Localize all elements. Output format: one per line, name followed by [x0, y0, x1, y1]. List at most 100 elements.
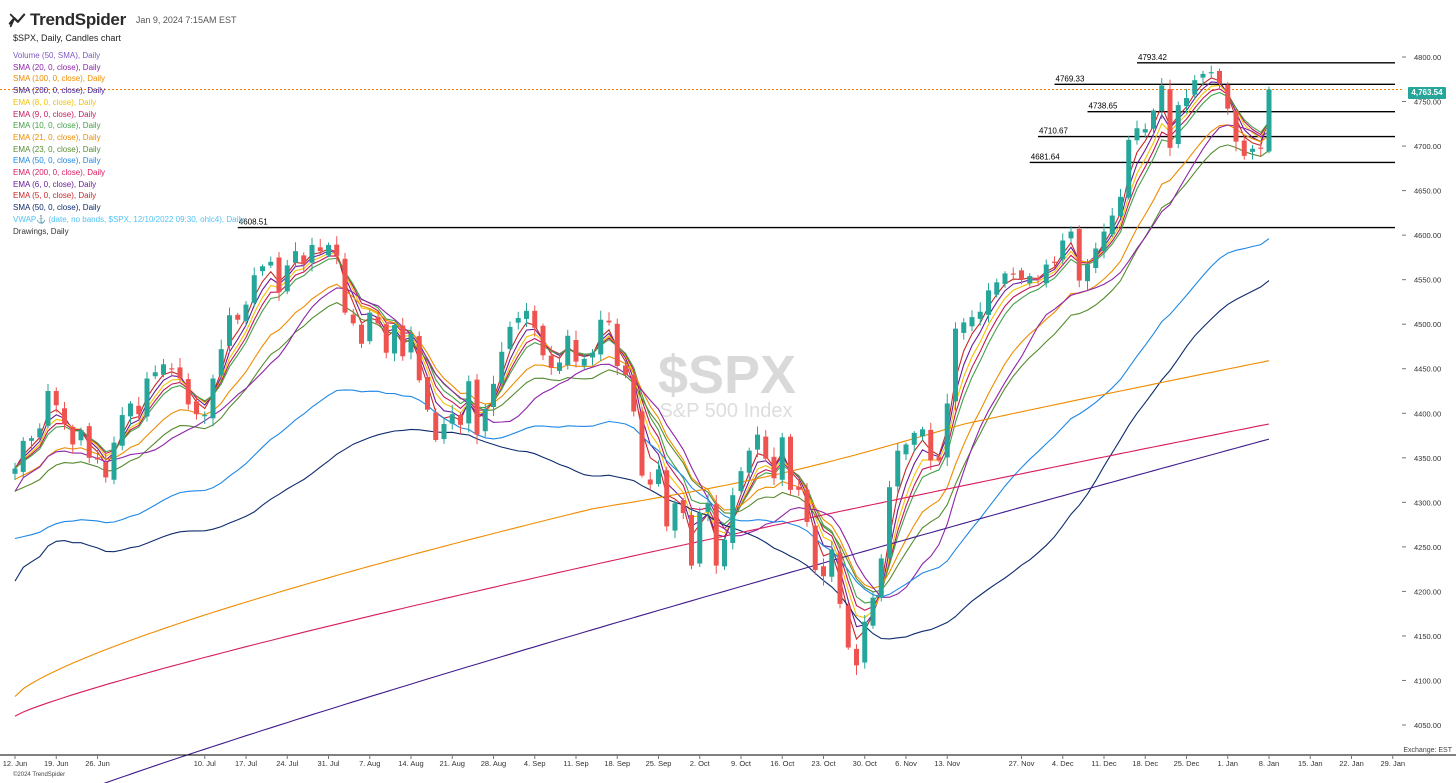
candle: [1159, 78, 1165, 119]
x-tick-label: 4. Sep: [524, 759, 546, 768]
axes: 4050.00 4100.00 4150.00 4200.00 4250.00 4300.…: [0, 53, 1456, 768]
legend-item[interactable]: EMA (23, 0, close), Daily: [13, 144, 101, 154]
ema10-line: [14, 91, 1270, 604]
candle-body: [367, 312, 373, 342]
candle-body: [821, 566, 826, 577]
candle: [1266, 86, 1272, 154]
legend-item[interactable]: EMA (9, 0, close), Daily: [13, 109, 97, 119]
legend-item[interactable]: SMA (100, 0, close), Daily: [13, 74, 106, 84]
candle-body: [400, 325, 406, 357]
candle-body: [986, 290, 991, 315]
candle: [334, 236, 340, 265]
candle-body: [408, 333, 414, 353]
legend-item[interactable]: SMA (50, 0, close), Daily: [13, 203, 101, 213]
candle: [887, 480, 892, 562]
candle-body: [37, 428, 43, 438]
candle: [911, 431, 917, 452]
candle-body: [590, 352, 595, 358]
legend-item[interactable]: EMA (6, 0, close), Daily: [13, 179, 97, 189]
candle-body: [887, 487, 892, 559]
candle: [548, 345, 554, 375]
candle-body: [573, 340, 579, 362]
legend-item[interactable]: SMA (20, 0, close), Daily: [13, 62, 101, 72]
candle-body: [680, 500, 686, 514]
candle: [895, 443, 901, 493]
candle: [1076, 225, 1082, 288]
x-tick-label: 17. Jul: [235, 759, 257, 768]
x-tick-label: 1. Jan: [1218, 759, 1238, 768]
candle-body: [111, 442, 117, 480]
candle: [532, 305, 538, 337]
candle-body: [119, 415, 125, 446]
x-tick-label: 28. Aug: [481, 759, 506, 768]
candle: [284, 259, 290, 295]
candle: [515, 311, 521, 330]
candle-body: [557, 362, 562, 371]
candle: [969, 310, 975, 332]
candle-body: [185, 379, 191, 405]
candle-body: [920, 429, 925, 437]
candle-body: [1093, 248, 1099, 269]
x-tick-label: 13. Nov: [934, 759, 960, 768]
candle: [779, 432, 785, 487]
candle: [870, 592, 876, 629]
legend-item[interactable]: SMA (200, 0, close), Daily: [13, 86, 106, 96]
candle-body: [375, 317, 381, 324]
candle: [713, 494, 719, 574]
candle: [986, 283, 991, 323]
candle: [433, 408, 439, 443]
brand-name[interactable]: TrendSpider: [30, 10, 126, 29]
candle-body: [284, 265, 290, 292]
candle: [977, 302, 983, 326]
candle-body: [301, 255, 307, 265]
indicator-legend: Volume (50, SMA), Daily SMA (20, 0, close…: [13, 50, 244, 237]
level-label: 4793.42: [1138, 53, 1167, 62]
candle: [862, 614, 868, 669]
candle-body: [161, 364, 166, 375]
legend-item[interactable]: EMA (5, 0, close), Daily: [13, 191, 97, 201]
legend-item[interactable]: EMA (200, 0, close), Daily: [13, 168, 106, 178]
candle-body: [911, 432, 917, 445]
legend-item[interactable]: EMA (8, 0, close), Daily: [13, 97, 97, 107]
candle-body: [1233, 110, 1239, 142]
sma20-line: [14, 124, 1270, 598]
legend-item[interactable]: EMA (50, 0, close), Daily: [13, 156, 101, 166]
candle: [1118, 188, 1123, 219]
candle-body: [763, 436, 769, 459]
candle-body: [1142, 129, 1148, 133]
candle: [936, 454, 942, 463]
candle-body: [1151, 110, 1156, 129]
candle-body: [730, 495, 736, 544]
candle-body: [936, 457, 942, 461]
candle: [458, 412, 463, 434]
trendspider-logo-icon[interactable]: [8, 11, 26, 29]
candle-body: [788, 436, 793, 490]
candle-body: [433, 412, 439, 440]
candle-body: [697, 513, 703, 564]
candle-body: [482, 408, 488, 432]
candle: [392, 323, 397, 362]
candle-body: [1241, 140, 1247, 156]
symbol-description[interactable]: $SPX, Daily, Candles chart: [13, 33, 121, 43]
candle: [804, 482, 810, 527]
candle-body: [631, 375, 637, 412]
candle: [1167, 79, 1173, 157]
candle-body: [342, 258, 348, 313]
candle-body: [218, 349, 224, 376]
candle-body: [293, 251, 298, 263]
candle-body: [837, 553, 843, 604]
candle-body: [1250, 148, 1255, 152]
legend-item[interactable]: Drawings, Daily: [13, 226, 69, 236]
candle: [1233, 109, 1239, 152]
level-label: 4769.33: [1056, 74, 1085, 83]
candle-body: [623, 365, 628, 375]
legend-item[interactable]: EMA (21, 0, close), Daily: [13, 132, 101, 142]
legend-item[interactable]: EMA (10, 0, close), Daily: [13, 121, 101, 131]
candle: [557, 355, 562, 375]
legend-item[interactable]: Volume (50, SMA), Daily: [13, 51, 101, 60]
legend-item[interactable]: VWAP⚓ (date, no bands, $SPX, 12/10/2022 …: [13, 214, 245, 224]
candle-body: [1019, 270, 1024, 280]
ema9-line: [14, 88, 1270, 611]
candle: [755, 426, 760, 458]
